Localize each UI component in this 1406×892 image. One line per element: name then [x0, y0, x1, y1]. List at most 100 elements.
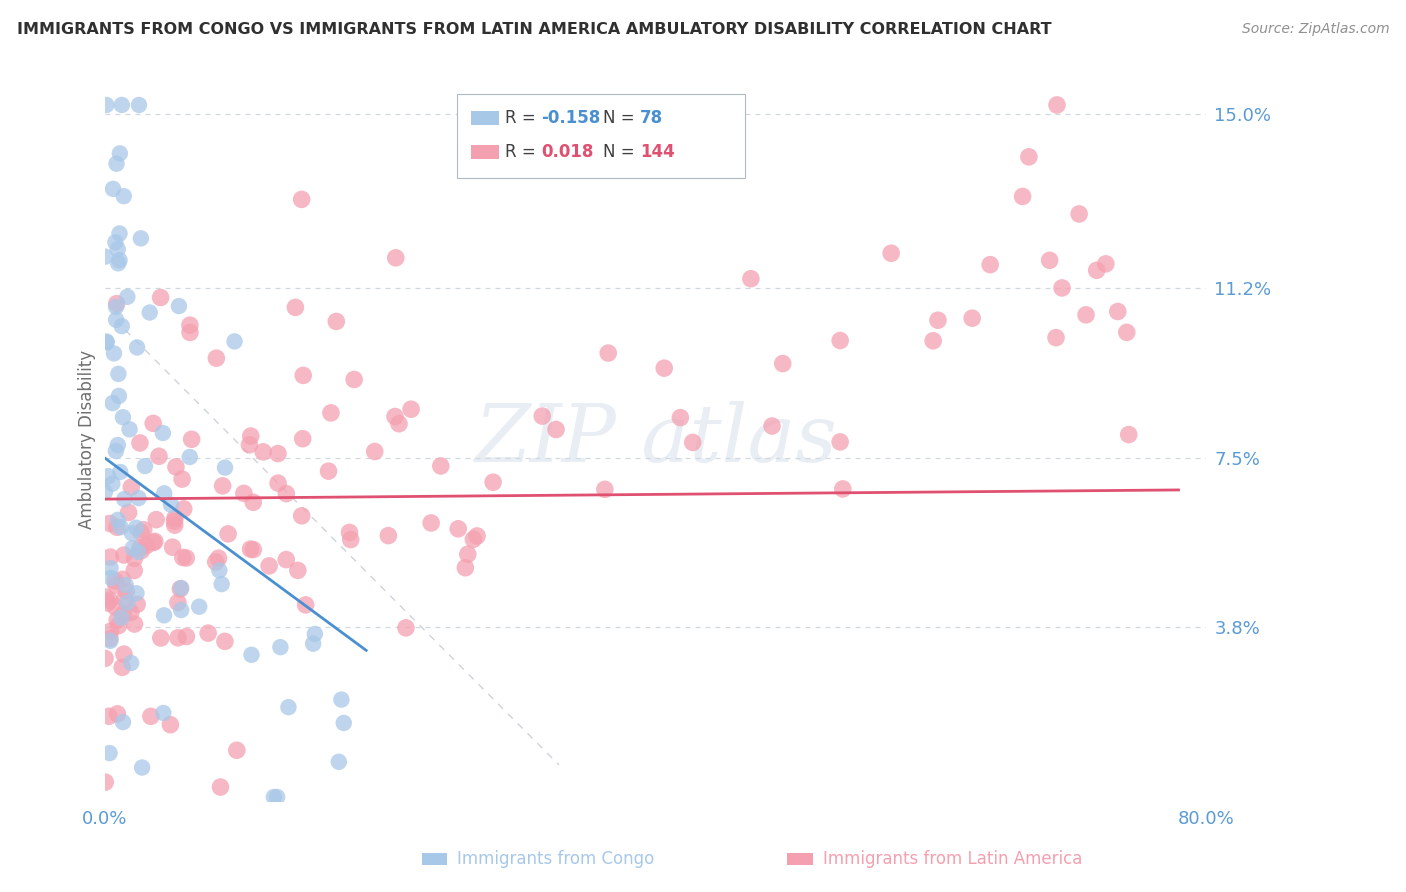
- Point: [214, 634, 236, 648]
- Point: [384, 251, 406, 265]
- Point: [127, 341, 149, 355]
- Point: [167, 631, 190, 645]
- Point: [104, 578, 127, 592]
- Point: [105, 313, 128, 327]
- Point: [94, 590, 117, 604]
- Point: [830, 434, 852, 449]
- Point: [225, 743, 247, 757]
- Point: [1050, 281, 1073, 295]
- Text: 78: 78: [640, 109, 662, 127]
- Point: [1115, 326, 1137, 340]
- Point: [339, 533, 361, 547]
- Point: [267, 476, 290, 491]
- Point: [209, 780, 232, 794]
- Point: [1085, 263, 1108, 277]
- Point: [830, 334, 852, 348]
- Point: [107, 242, 129, 256]
- Point: [167, 299, 190, 313]
- Point: [170, 581, 193, 595]
- Point: [343, 372, 366, 386]
- Point: [149, 631, 172, 645]
- Text: R =: R =: [505, 109, 536, 127]
- Text: 144: 144: [640, 143, 675, 161]
- Point: [98, 709, 121, 723]
- Point: [319, 406, 342, 420]
- Point: [294, 598, 316, 612]
- Point: [149, 291, 172, 305]
- Point: [740, 271, 762, 285]
- Point: [145, 513, 167, 527]
- Point: [291, 193, 314, 207]
- Point: [208, 563, 231, 577]
- Point: [267, 446, 290, 460]
- Point: [94, 775, 117, 789]
- Point: [1046, 98, 1069, 112]
- Point: [132, 523, 155, 537]
- Point: [121, 541, 143, 556]
- Point: [112, 607, 135, 621]
- Text: Immigrants from Congo: Immigrants from Congo: [457, 850, 654, 868]
- Point: [108, 227, 131, 241]
- Point: [115, 584, 138, 599]
- Point: [304, 627, 326, 641]
- Point: [399, 402, 422, 417]
- Point: [96, 98, 118, 112]
- Point: [163, 518, 186, 533]
- Point: [291, 508, 314, 523]
- Point: [128, 491, 150, 505]
- Point: [211, 577, 233, 591]
- Point: [240, 648, 263, 662]
- Point: [112, 492, 135, 507]
- Point: [328, 755, 350, 769]
- Point: [610, 98, 633, 112]
- Point: [482, 475, 505, 490]
- Point: [139, 709, 162, 723]
- Point: [114, 578, 136, 592]
- Point: [138, 305, 160, 319]
- Point: [127, 598, 149, 612]
- Point: [447, 522, 470, 536]
- Point: [120, 656, 142, 670]
- Point: [129, 436, 152, 450]
- Point: [1018, 150, 1040, 164]
- Point: [108, 253, 131, 268]
- Point: [831, 482, 853, 496]
- Point: [531, 409, 554, 423]
- Point: [129, 525, 152, 540]
- Point: [110, 520, 132, 534]
- Point: [242, 495, 264, 509]
- Point: [105, 296, 128, 310]
- Point: [101, 396, 124, 410]
- Point: [100, 561, 122, 575]
- Point: [107, 256, 129, 270]
- Point: [111, 572, 134, 586]
- Point: [979, 258, 1001, 272]
- Point: [179, 450, 201, 464]
- Point: [457, 547, 479, 561]
- Point: [176, 551, 198, 566]
- Point: [98, 746, 121, 760]
- Point: [364, 444, 387, 458]
- Point: [205, 351, 228, 366]
- Point: [105, 157, 128, 171]
- Text: N =: N =: [603, 143, 634, 161]
- Point: [430, 458, 453, 473]
- Point: [232, 486, 254, 500]
- Point: [110, 611, 132, 625]
- Point: [384, 409, 406, 424]
- Point: [291, 432, 314, 446]
- Point: [211, 479, 233, 493]
- Point: [117, 290, 139, 304]
- Point: [652, 361, 675, 376]
- Point: [377, 528, 399, 542]
- Point: [761, 419, 783, 434]
- Point: [98, 633, 121, 648]
- Point: [454, 560, 477, 574]
- Point: [276, 486, 298, 500]
- Point: [107, 367, 129, 381]
- Point: [252, 445, 274, 459]
- Text: R =: R =: [505, 143, 536, 161]
- Point: [159, 717, 181, 731]
- Point: [463, 533, 485, 547]
- Point: [266, 790, 288, 805]
